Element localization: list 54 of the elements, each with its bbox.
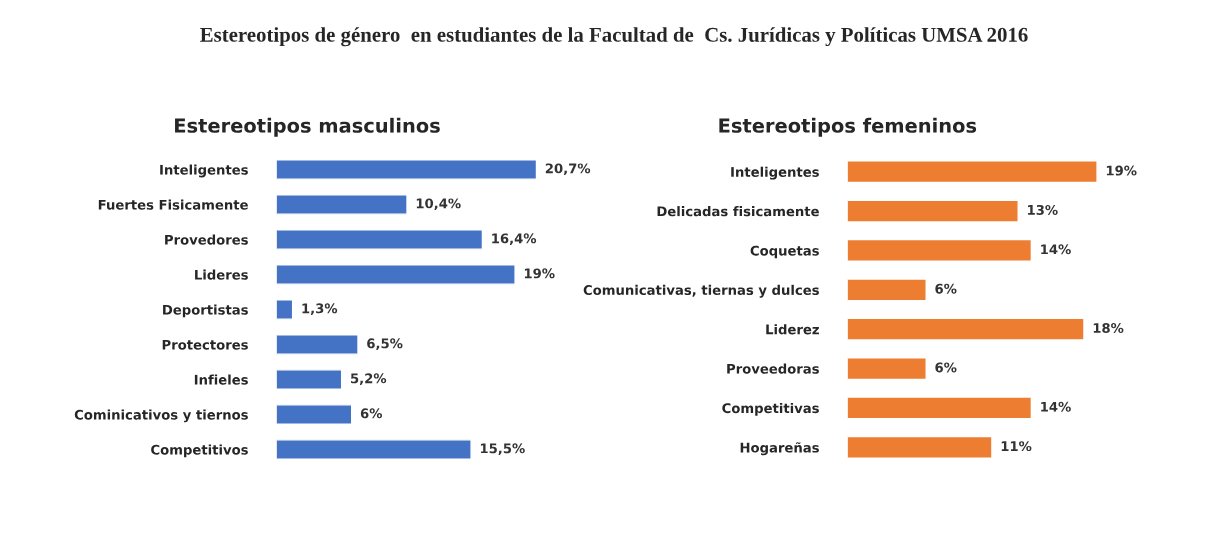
data-label: 15,5%: [480, 443, 525, 455]
data-label: 1,3%: [302, 303, 338, 316]
bar: [276, 194, 408, 215]
data-label: 6%: [935, 362, 957, 373]
data-label: 6%: [360, 408, 383, 419]
y-tick-label: Inteligentes: [160, 164, 248, 178]
data-label: 14%: [1041, 401, 1071, 412]
y-tick-label: Proveedoras: [727, 363, 819, 374]
bar: [847, 160, 1098, 184]
y-tick-label: Fuertes Fisicamente: [98, 199, 248, 210]
data-label: 6,5%: [367, 338, 403, 351]
bar: [276, 439, 472, 460]
data-label: 16,4%: [492, 233, 537, 246]
chart-subtitle: Estereotipos masculinos: [175, 117, 440, 137]
y-tick-label: Coquetas: [750, 245, 819, 259]
bar: [847, 317, 1085, 341]
chart-title: Estereotipos femeninos: [719, 117, 977, 137]
y-tick-label: Lideres: [195, 269, 248, 280]
bar: [847, 238, 1033, 262]
y-tick-label: Liderez: [766, 324, 819, 335]
y-tick-label: Deportistas: [163, 304, 248, 318]
y-tick-label: Competitivos: [151, 444, 248, 458]
y-tick-label: Hogareñas: [740, 442, 819, 456]
data-label: 18%: [1093, 323, 1124, 334]
y-tick-label: Comunicativas, tiernas y dulces: [583, 284, 819, 298]
bar: [276, 369, 343, 390]
bar: [276, 334, 359, 355]
data-label: 19%: [1106, 165, 1137, 176]
y-tick-label: Protectores: [162, 339, 248, 350]
bar: [847, 435, 993, 459]
y-tick-label: Provedores: [165, 234, 248, 245]
bar: [276, 159, 538, 180]
y-tick-label: Delicadas fisicamente: [657, 206, 819, 217]
data-label: 6%: [935, 283, 957, 294]
bar: [847, 199, 1019, 223]
data-label: 11%: [1001, 441, 1032, 452]
bar: [847, 357, 927, 381]
bar: [276, 299, 294, 320]
data-label: 19%: [524, 268, 555, 279]
y-tick-label: Inteligentes: [731, 166, 819, 180]
data-label: 20,7%: [545, 163, 591, 176]
text: Estereotipos de género en estudiantes de la Facultad de Cs. Jurídicas y Políticas UMSA 2016: [200, 27, 1028, 47]
data-label: 13%: [1028, 204, 1058, 215]
bar: [847, 278, 927, 302]
y-tick-label: Competitivas: [722, 402, 819, 416]
bar: [276, 264, 516, 285]
data-label: 10,4%: [416, 198, 461, 211]
data-label: 5,2%: [351, 373, 387, 386]
y-tick-label: Infieles: [194, 374, 248, 385]
bar: [276, 229, 484, 250]
bar: [847, 396, 1033, 420]
data-label: 14%: [1041, 244, 1071, 255]
bar: [276, 404, 353, 425]
y-tick-label: Cominicativos y tiernos: [74, 409, 248, 423]
